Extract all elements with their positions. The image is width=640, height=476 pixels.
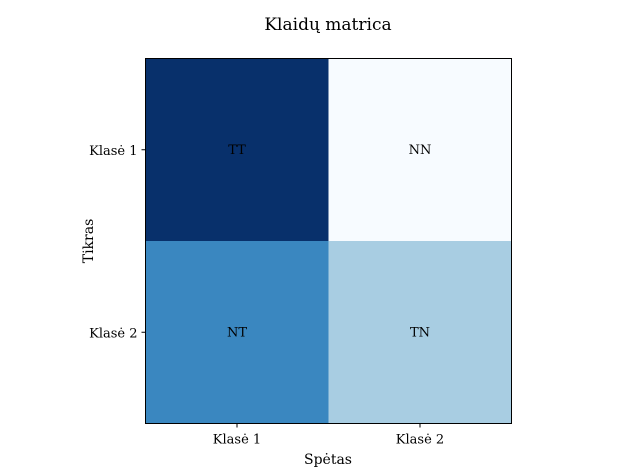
plot-frame — [145, 58, 512, 424]
cell-label-nt: NT — [227, 325, 247, 340]
y-tick-label: Klasė 1 — [89, 144, 137, 159]
heatmap-cell-labels: TT NN NT TN — [227, 143, 431, 341]
cell-label-nn: NN — [409, 143, 432, 158]
y-axis-ticks: Klasė 1 Klasė 2 — [89, 144, 146, 341]
cell-label-tt: TT — [228, 143, 246, 158]
heatmap-cells — [145, 58, 512, 424]
heatmap-cell-r2-c1 — [145, 241, 329, 424]
x-tick-label: Klasė 1 — [213, 433, 261, 448]
y-axis-label: Tikras — [81, 219, 97, 264]
x-axis-ticks: Klasė 1 Klasė 2 — [213, 423, 444, 448]
x-tick-label: Klasė 2 — [396, 433, 444, 448]
chart-title: Klaidų matrica — [264, 15, 391, 35]
heatmap-cell-r1-c1 — [145, 58, 329, 241]
heatmap-cell-r1-c2 — [328, 58, 512, 241]
heatmap-cell-r2-c2 — [328, 241, 512, 424]
y-tick-label: Klasė 2 — [89, 326, 137, 341]
cell-label-tn: TN — [410, 325, 430, 340]
x-axis-label: Spėtas — [304, 452, 352, 468]
